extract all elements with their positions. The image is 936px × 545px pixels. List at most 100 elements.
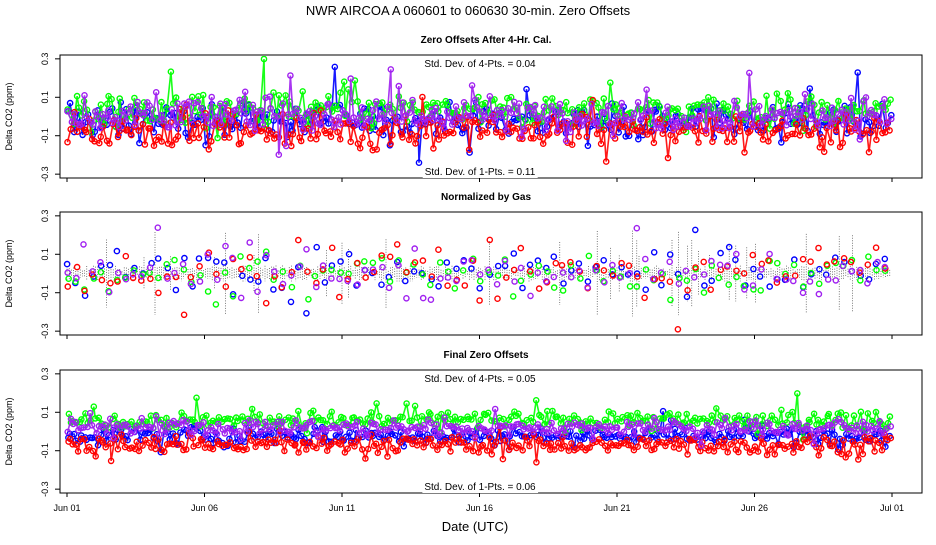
data-point (169, 440, 177, 448)
data-point (262, 254, 269, 262)
data-point (857, 266, 864, 274)
data-point (311, 272, 319, 280)
data-point (460, 124, 468, 131)
data-point (636, 123, 644, 131)
data-point (141, 109, 149, 117)
data-point (222, 242, 229, 250)
data-point (460, 430, 468, 437)
data-point (887, 423, 895, 430)
data-point (445, 114, 453, 122)
data-point (164, 425, 171, 433)
data-point (214, 420, 222, 428)
data-point (724, 262, 731, 269)
data-point (626, 128, 633, 136)
data-point (798, 444, 805, 452)
data-point (617, 273, 625, 280)
data-point (760, 440, 768, 448)
data-point (791, 104, 799, 112)
data-point (253, 272, 261, 280)
data-point (158, 112, 165, 119)
data-point (279, 268, 287, 276)
data-point (800, 283, 807, 290)
data-point (252, 443, 259, 451)
data-point (782, 273, 790, 280)
data-point (97, 133, 105, 141)
data-point (118, 431, 125, 438)
data-point (356, 144, 364, 152)
data-point (509, 124, 517, 131)
data-point (551, 446, 558, 453)
data-point (642, 255, 649, 263)
data-point (254, 258, 261, 265)
data-point (427, 435, 435, 443)
data-point (432, 104, 440, 112)
data-point (386, 278, 394, 285)
data-point (864, 279, 871, 287)
y-axis-label: Delta CO2 (ppm) (4, 239, 14, 307)
data-point (857, 428, 865, 436)
data-point (385, 284, 393, 292)
data-point (611, 119, 619, 127)
data-point (295, 449, 302, 456)
data-point (394, 447, 402, 454)
data-point (414, 120, 421, 128)
data-point (809, 100, 816, 108)
data-point (180, 416, 187, 424)
data-point (88, 421, 96, 429)
data-point (879, 104, 887, 111)
data-point (835, 97, 842, 105)
data-point (444, 274, 452, 281)
data-point (479, 441, 487, 449)
data-point (115, 108, 122, 116)
data-point (290, 423, 298, 431)
data-point (504, 105, 512, 112)
data-point (318, 440, 326, 448)
data-point (97, 258, 104, 266)
data-point (372, 98, 380, 105)
data-point (471, 434, 479, 442)
data-point (690, 102, 698, 109)
data-point (270, 286, 277, 293)
data-point (127, 430, 134, 437)
data-point (411, 259, 419, 266)
data-point (96, 124, 104, 132)
data-point (146, 423, 154, 431)
data-point (601, 278, 608, 286)
data-point (359, 134, 366, 141)
data-point (355, 114, 363, 122)
data-point (294, 236, 302, 244)
data-point (319, 416, 327, 424)
data-point (879, 129, 886, 137)
data-point (609, 410, 617, 417)
data-point (873, 136, 880, 144)
data-point (716, 107, 723, 115)
data-point (164, 264, 172, 272)
data-point (815, 244, 822, 252)
data-point (160, 448, 168, 456)
data-point (320, 434, 328, 442)
data-point (323, 420, 331, 428)
data-point (536, 436, 544, 443)
data-point (446, 128, 454, 136)
data-point (872, 244, 880, 251)
data-point (198, 436, 206, 444)
data-point (608, 433, 616, 441)
data-point (215, 413, 223, 421)
data-point (773, 90, 781, 97)
data-point (549, 95, 556, 102)
data-point (526, 261, 534, 269)
data-point (434, 446, 441, 454)
data-point (534, 421, 542, 428)
data-point (562, 98, 570, 106)
data-point (530, 134, 537, 142)
data-point (327, 133, 335, 141)
y-axis-label: Delta CO2 (ppm) (4, 397, 14, 465)
data-point (618, 99, 626, 107)
data-point (700, 99, 708, 106)
data-point (74, 448, 82, 455)
data-point (554, 127, 561, 134)
data-point (700, 271, 708, 278)
data-point (155, 133, 162, 141)
data-point (759, 412, 767, 419)
data-point (154, 274, 162, 282)
